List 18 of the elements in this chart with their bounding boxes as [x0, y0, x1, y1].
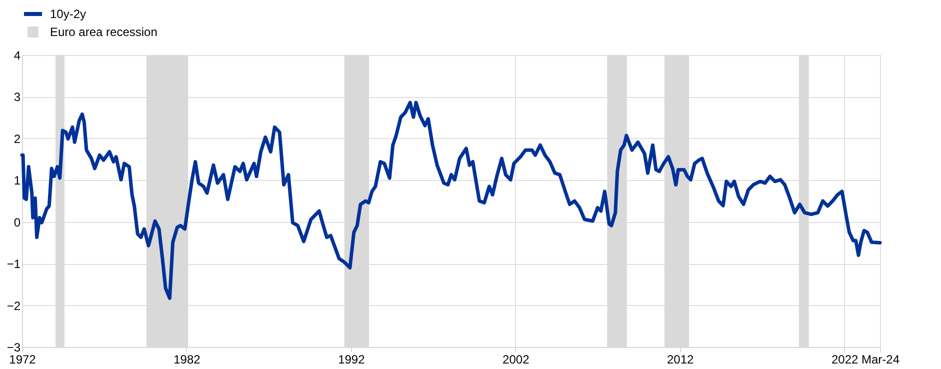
x-tick-label: Mar-24: [861, 352, 900, 366]
legend-label: 10y-2y: [50, 7, 86, 21]
x-tick-label: 1972: [9, 352, 36, 366]
y-tick-label: 4: [14, 48, 21, 62]
x-tick-label: 2022: [831, 352, 858, 366]
line-series: [20, 100, 882, 300]
y-tick-label: 3: [14, 90, 21, 104]
y-tick-label: 2: [14, 132, 21, 146]
legend-label: Euro area recession: [50, 25, 158, 39]
y-tick-label: −1: [6, 257, 21, 272]
x-tick-label: 2012: [667, 352, 694, 366]
y-tick-label: 1: [14, 174, 21, 188]
x-tick-label: 1992: [338, 352, 366, 366]
y-tick-label: 0: [14, 215, 21, 230]
y-tick-label: −2: [6, 298, 21, 313]
x-tick-label: 1982: [174, 352, 201, 366]
x-tick-label: 2002: [502, 352, 530, 366]
y-tick-label: −3: [6, 340, 21, 354]
